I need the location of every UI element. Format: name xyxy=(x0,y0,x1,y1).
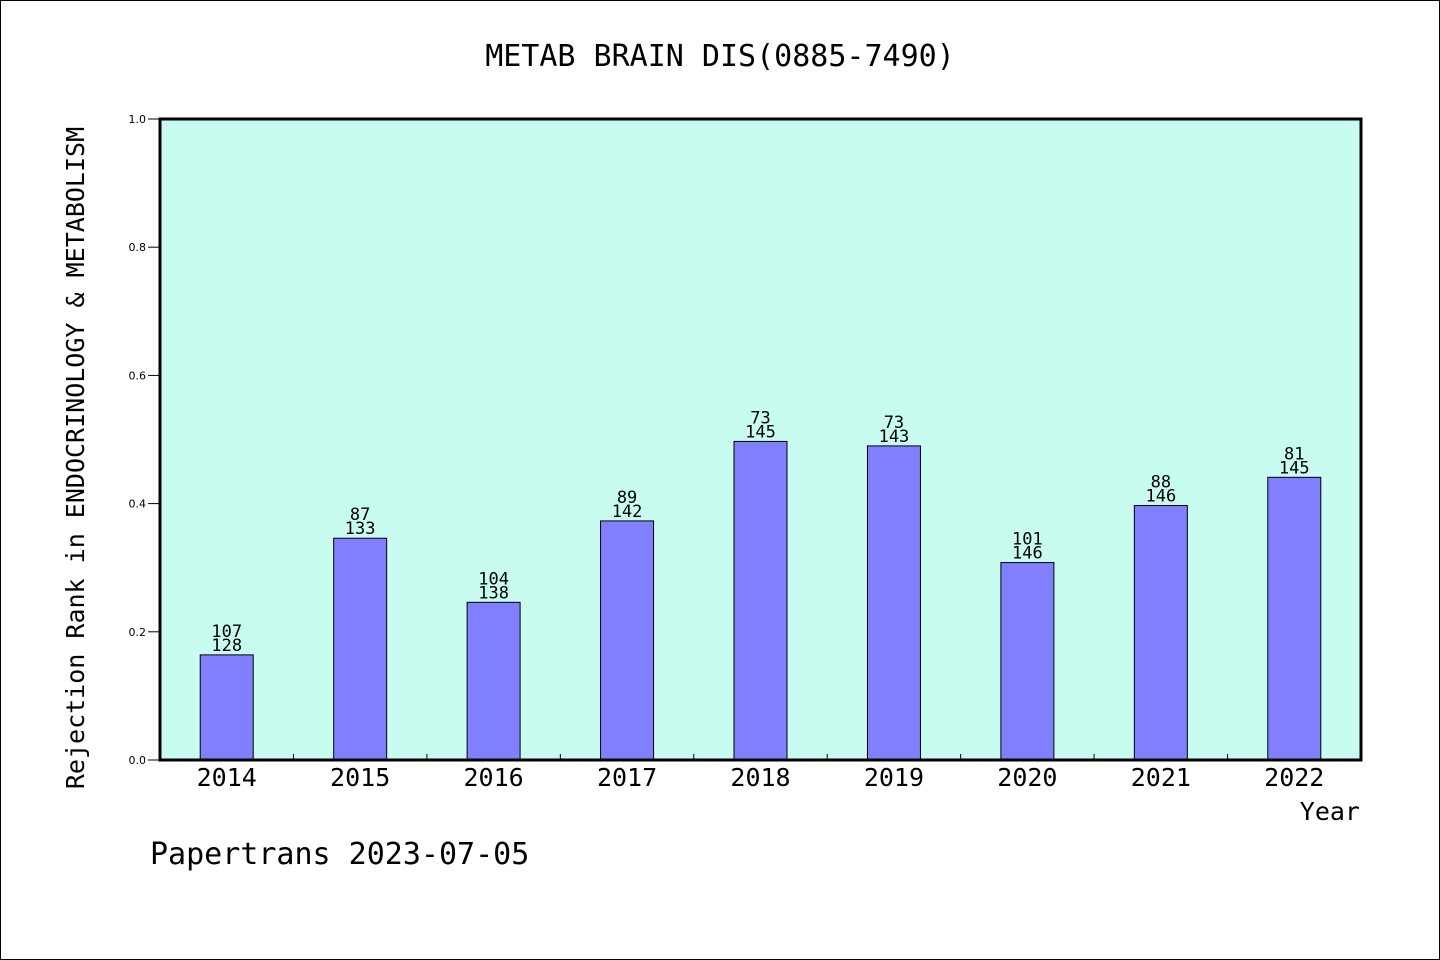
x-tick-label-2021: 2021 xyxy=(1131,763,1191,792)
bar-label-bottom-2017: 142 xyxy=(612,502,643,522)
x-tick-label-2019: 2019 xyxy=(864,763,924,792)
x-tick-label-2022: 2022 xyxy=(1264,763,1324,792)
bar-2022 xyxy=(1267,476,1322,761)
x-tick-label-2015: 2015 xyxy=(330,763,390,792)
bar-label-bottom-2019: 143 xyxy=(879,427,910,447)
bar-2020 xyxy=(1000,562,1055,761)
bar-label-top-2015: 87 xyxy=(350,505,370,525)
y-axis-label: Rejection Rank in ENDOCRINOLOGY & METABO… xyxy=(61,127,90,789)
plot-border xyxy=(158,117,1363,762)
bar-2017 xyxy=(600,520,655,761)
bar-label-top-2017: 89 xyxy=(617,488,637,508)
x-tick-label-2016: 2016 xyxy=(464,763,524,792)
chart-title: METAB BRAIN DIS(0885-7490) xyxy=(485,39,955,74)
bar-2019 xyxy=(866,445,921,761)
bar-label-bottom-2016: 138 xyxy=(478,583,509,603)
bar-label-bottom-2021: 146 xyxy=(1145,487,1176,507)
y-tick-label: 1.0 xyxy=(129,113,147,126)
bar-label-top-2019: 73 xyxy=(884,413,904,433)
bar-label-bottom-2014: 128 xyxy=(211,636,242,656)
bar-label-bottom-2018: 145 xyxy=(745,422,776,442)
bar-label-top-2018: 73 xyxy=(750,408,770,428)
x-axis-label: Year xyxy=(1300,797,1360,826)
bar-label-top-2014: 107 xyxy=(211,622,242,642)
x-tick-label-2020: 2020 xyxy=(997,763,1057,792)
bar-2014 xyxy=(199,654,254,761)
bars-group xyxy=(199,440,1322,761)
bar-label-top-2021: 88 xyxy=(1151,473,1171,493)
bar-label-top-2020: 101 xyxy=(1012,530,1043,550)
x-tick-label-2018: 2018 xyxy=(730,763,790,792)
bar-label-top-2022: 81 xyxy=(1284,444,1304,464)
footer-credit: Papertrans 2023-07-05 xyxy=(150,837,529,872)
bar-2021 xyxy=(1133,505,1188,761)
y-axis: 0.0 0.2 0.4 0.6 0.8 1.0 xyxy=(129,113,160,767)
bar-label-top-2016: 104 xyxy=(478,569,509,589)
bar-2015 xyxy=(333,537,388,761)
y-tick-label: 0.8 xyxy=(129,241,147,254)
bar-label-bottom-2020: 146 xyxy=(1012,544,1043,564)
x-axis: 2014 2015 2016 2017 2018 2019 2020 2021 2022 xyxy=(197,754,1324,792)
bar-2018 xyxy=(733,440,788,761)
bar-label-bottom-2022: 145 xyxy=(1279,458,1310,478)
bar-2016 xyxy=(466,601,521,761)
bar-label-bottom-2015: 133 xyxy=(345,519,376,539)
y-tick-label: 0.2 xyxy=(129,626,147,639)
x-tick-label-2014: 2014 xyxy=(197,763,257,792)
y-tick-label: 0.4 xyxy=(129,498,147,511)
x-tick-label-2017: 2017 xyxy=(597,763,657,792)
y-tick-label: 0.0 xyxy=(129,754,147,767)
y-tick-label: 0.6 xyxy=(129,369,147,382)
